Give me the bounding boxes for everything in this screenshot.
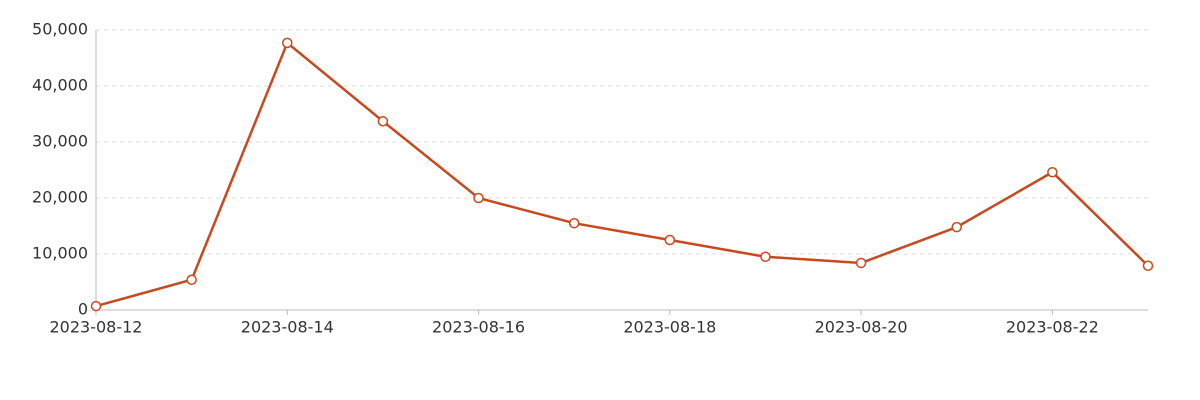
point (568, 217, 580, 229)
y-tick-label: 50,000 (32, 20, 88, 39)
point (855, 257, 867, 269)
x-tick-label: 2023-08-22 (1006, 318, 1099, 337)
point (664, 234, 676, 246)
point (951, 221, 962, 233)
line (95, 40, 1149, 308)
point (1047, 166, 1058, 178)
point (90, 300, 102, 312)
y-tick-label: 20,000 (32, 188, 88, 207)
y-tick-label: 0 (78, 300, 88, 319)
x-tick-label: 2023-08-14 (241, 318, 334, 337)
y-tick-label: 30,000 (32, 132, 88, 151)
point (186, 274, 197, 286)
x-tick-label: 2023-08-18 (623, 318, 716, 337)
y-tick-label: 10,000 (32, 244, 88, 263)
y-tick-label: 40,000 (32, 76, 88, 95)
x-tick-label: 2023-08-20 (815, 318, 908, 337)
point (1142, 260, 1154, 272)
x-tick-label: 2023-08-16 (432, 318, 525, 337)
point (282, 37, 293, 49)
x-tick-label: 2023-08-12 (50, 318, 143, 337)
point (377, 116, 389, 127)
point (760, 251, 771, 263)
point (473, 192, 484, 204)
